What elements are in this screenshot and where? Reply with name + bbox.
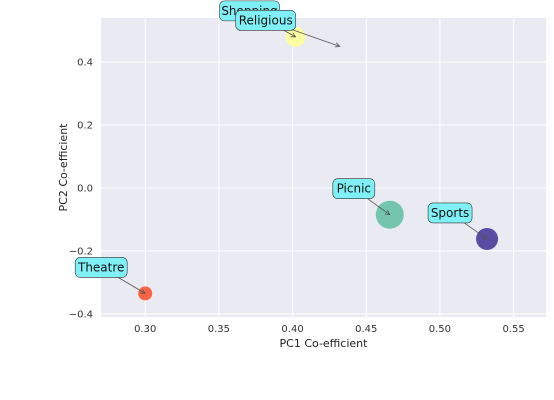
annotation-label-theatre: Theatre [77, 260, 124, 274]
annotation-box [235, 10, 297, 31]
annotation-label-sports: Sports [431, 206, 469, 220]
x-tick-label: 0.55 [502, 324, 524, 335]
tick-labels: 0.30 0.35 0.40 0.45 0.50 0.55 0.4 0.2 0.0 −0.2 −0.… [69, 58, 525, 335]
x-tick-label: 0.35 [208, 324, 230, 335]
annotation-box [427, 202, 473, 224]
y-tick-label: −0.2 [69, 246, 93, 257]
y-tick-label: 0.2 [77, 121, 93, 132]
x-tick-label: 0.30 [134, 324, 156, 335]
annotation-arrowhead [290, 32, 297, 38]
x-tick-label: 0.50 [429, 324, 451, 335]
x-tick-label: 0.40 [281, 324, 303, 335]
x-axis-label: PC1 Co-efficient [280, 337, 369, 350]
y-tick-label: 0.4 [77, 58, 93, 69]
y-tick-label: 0.0 [77, 183, 93, 194]
y-axis-label: PC2 Co-efficient [57, 123, 70, 212]
plot-area [101, 18, 546, 317]
annotation-arrowhead [140, 288, 146, 294]
annotation-box [74, 257, 128, 278]
annotation-arrowhead [334, 42, 341, 48]
annotation-arrowhead [482, 234, 488, 240]
grid-lines [101, 18, 546, 317]
annotations: ShoppingReligiousPicnicSportsTheatre [74, 0, 488, 294]
annotation-label-religious: Religious [239, 13, 293, 27]
annotation-label-picnic: Picnic [337, 182, 371, 196]
annotation-arrowhead [384, 210, 391, 216]
y-tick-label: −0.4 [69, 309, 93, 320]
x-tick-label: 0.45 [355, 324, 377, 335]
annotation-box [332, 178, 376, 200]
